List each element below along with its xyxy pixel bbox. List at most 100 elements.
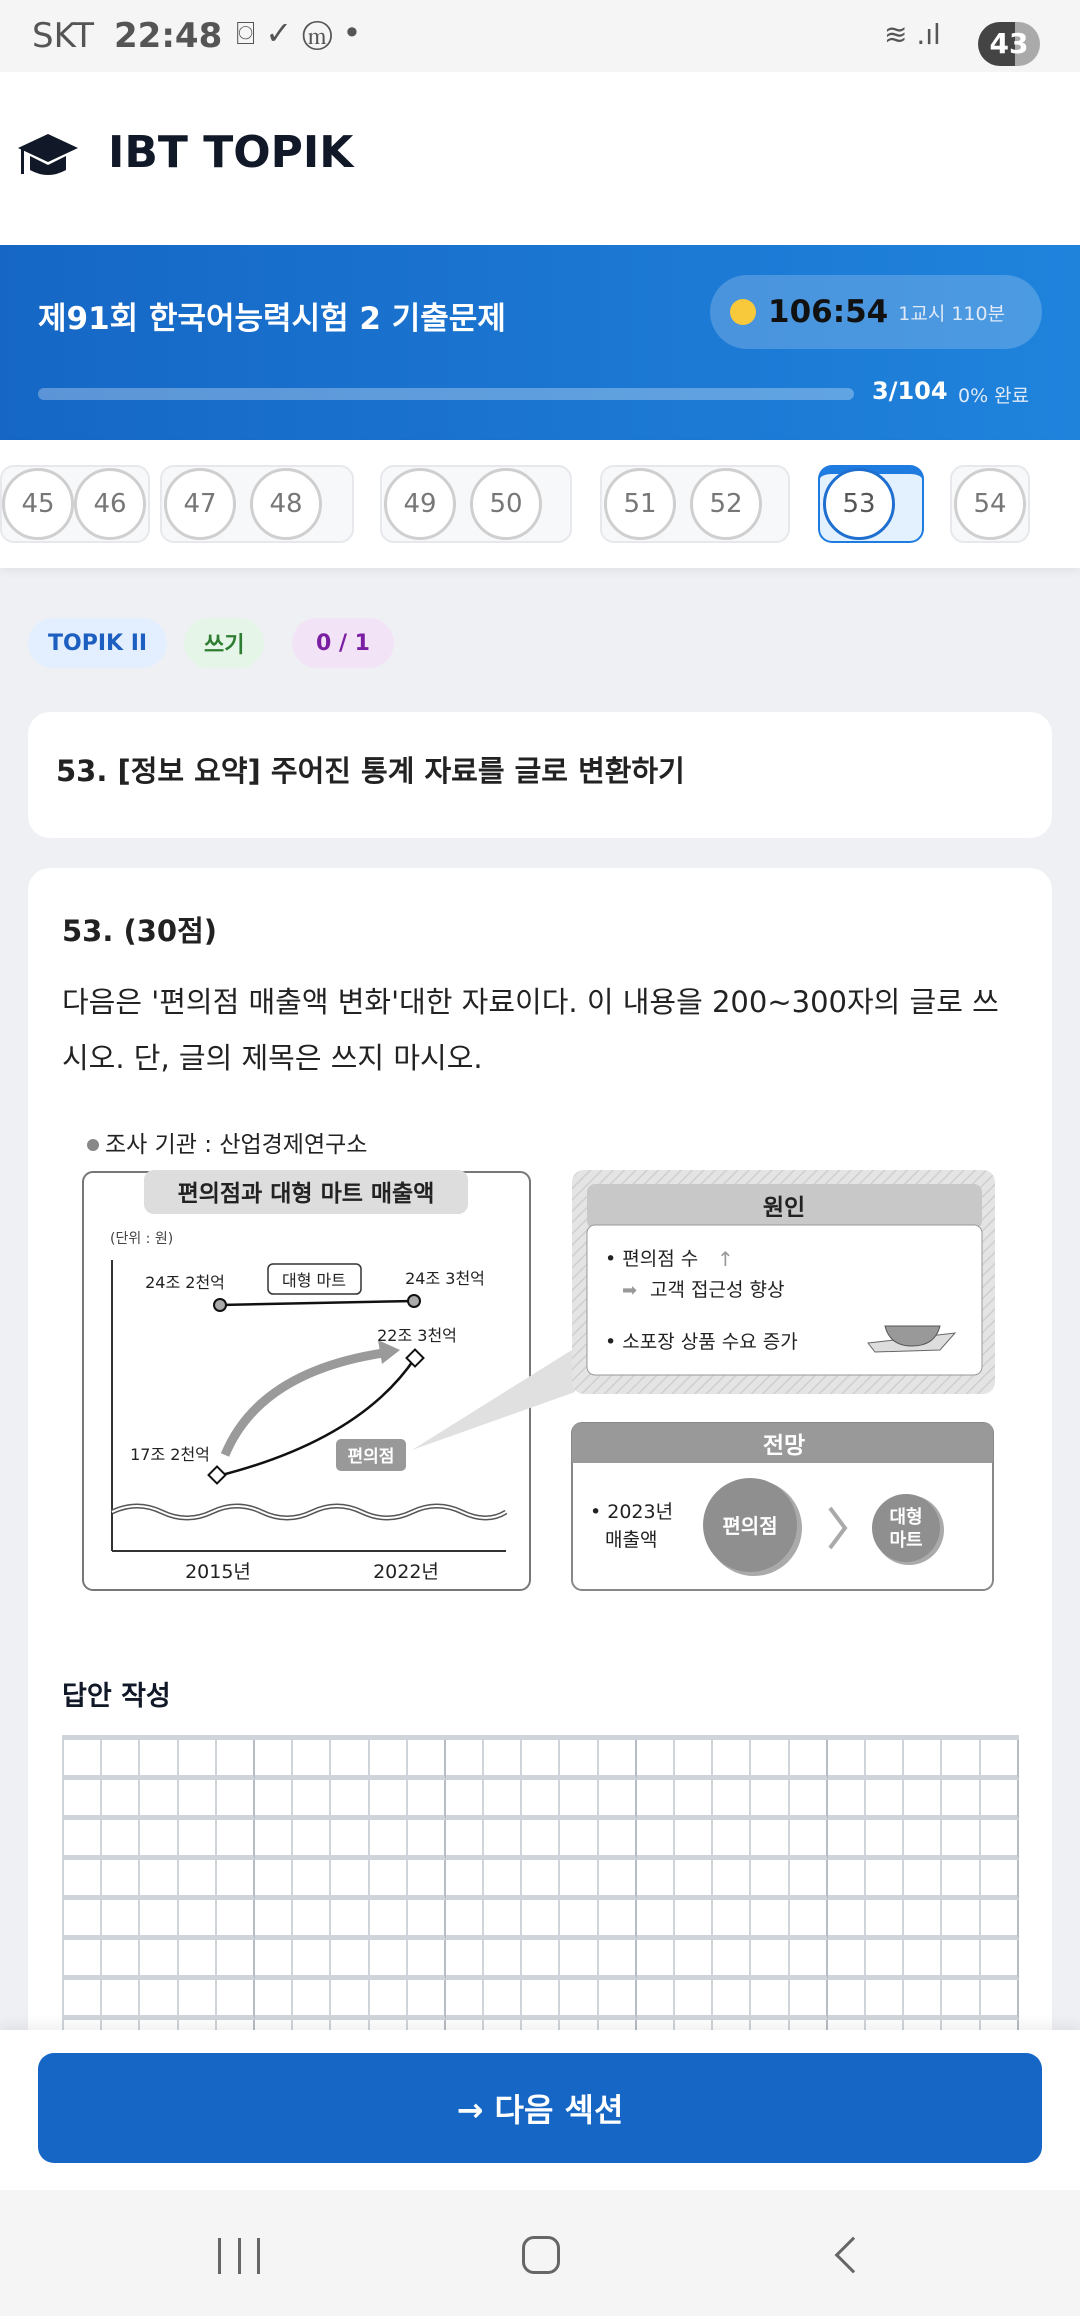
answer-cell[interactable]	[713, 1860, 752, 1900]
answer-cell[interactable]	[751, 1740, 790, 1780]
answer-cell[interactable]	[293, 1780, 332, 1820]
answer-cell[interactable]	[445, 1740, 485, 1780]
answer-cell[interactable]	[560, 1900, 599, 1940]
answer-cell[interactable]	[980, 1740, 1019, 1780]
answer-cell[interactable]	[675, 1940, 714, 1980]
answer-cell[interactable]	[675, 1860, 714, 1900]
answer-cell[interactable]	[598, 1820, 637, 1860]
question-50[interactable]: 50	[470, 468, 542, 540]
answer-cell[interactable]	[789, 1820, 828, 1860]
answer-cell[interactable]	[369, 1900, 408, 1940]
answer-cell[interactable]	[713, 1780, 752, 1820]
home-icon[interactable]	[522, 2236, 560, 2274]
answer-cell[interactable]	[445, 1820, 485, 1860]
answer-cell[interactable]	[178, 1900, 217, 1940]
answer-cell[interactable]	[484, 1780, 523, 1820]
answer-cell[interactable]	[216, 1780, 255, 1820]
answer-cell[interactable]	[140, 1900, 179, 1940]
answer-cell[interactable]	[598, 1860, 637, 1900]
answer-cell[interactable]	[64, 1740, 103, 1780]
answer-cell[interactable]	[331, 1980, 370, 2020]
answer-cell[interactable]	[140, 1820, 179, 1860]
answer-cell[interactable]	[254, 1940, 294, 1980]
answer-cell[interactable]	[445, 1980, 485, 2020]
answer-cell[interactable]	[751, 1820, 790, 1860]
answer-cell[interactable]	[865, 1860, 905, 1900]
answer-cell[interactable]	[713, 1820, 752, 1860]
answer-cell[interactable]	[789, 1860, 828, 1900]
answer-cell[interactable]	[789, 1980, 828, 2020]
answer-cell[interactable]	[598, 1980, 637, 2020]
answer-cell[interactable]	[178, 1980, 217, 2020]
answer-cell[interactable]	[980, 1980, 1019, 2020]
answer-cell[interactable]	[942, 1740, 981, 1780]
question-51[interactable]: 51	[604, 468, 676, 540]
answer-cell[interactable]	[293, 1820, 332, 1860]
answer-cell[interactable]	[675, 1740, 714, 1780]
answer-cell[interactable]	[331, 1820, 370, 1860]
answer-cell[interactable]	[522, 1740, 561, 1780]
answer-cell[interactable]	[636, 1820, 675, 1860]
answer-cell[interactable]	[484, 1860, 523, 1900]
answer-cell[interactable]	[865, 1820, 905, 1860]
answer-cell[interactable]	[407, 1820, 446, 1860]
answer-cell[interactable]	[140, 1940, 179, 1980]
answer-cell[interactable]	[751, 1860, 790, 1900]
answer-cell[interactable]	[407, 1980, 446, 2020]
answer-cell[interactable]	[331, 1900, 370, 1940]
answer-cell[interactable]	[713, 1740, 752, 1780]
answer-cell[interactable]	[407, 1900, 446, 1940]
answer-cell[interactable]	[445, 1940, 485, 1980]
answer-cell[interactable]	[369, 1740, 408, 1780]
answer-cell[interactable]	[598, 1940, 637, 1980]
answer-cell[interactable]	[216, 1980, 255, 2020]
answer-cell[interactable]	[636, 1780, 675, 1820]
answer-cell[interactable]	[369, 1940, 408, 1980]
answer-cell[interactable]	[598, 1900, 637, 1940]
answer-cell[interactable]	[827, 1740, 866, 1780]
answer-cell[interactable]	[827, 1900, 866, 1940]
answer-cell[interactable]	[369, 1980, 408, 2020]
answer-cell[interactable]	[522, 1820, 561, 1860]
answer-cell[interactable]	[980, 1860, 1019, 1900]
answer-cell[interactable]	[904, 1780, 943, 1820]
answer-cell[interactable]	[484, 1980, 523, 2020]
question-53[interactable]: 53	[823, 468, 895, 540]
answer-cell[interactable]	[713, 1900, 752, 1940]
answer-cell[interactable]	[904, 1860, 943, 1900]
question-45[interactable]: 45	[2, 468, 74, 540]
answer-cell[interactable]	[484, 1820, 523, 1860]
answer-cell[interactable]	[178, 1740, 217, 1780]
answer-cell[interactable]	[484, 1900, 523, 1940]
answer-cell[interactable]	[293, 1980, 332, 2020]
answer-cell[interactable]	[102, 1900, 141, 1940]
answer-cell[interactable]	[522, 1900, 561, 1940]
answer-cell[interactable]	[636, 1740, 675, 1780]
answer-cell[interactable]	[904, 1740, 943, 1780]
answer-cell[interactable]	[445, 1780, 485, 1820]
question-48[interactable]: 48	[250, 468, 322, 540]
answer-cell[interactable]	[942, 1780, 981, 1820]
answer-cell[interactable]	[64, 1980, 103, 2020]
answer-cell[interactable]	[102, 1860, 141, 1900]
answer-cell[interactable]	[865, 1940, 905, 1980]
answer-cell[interactable]	[178, 1780, 217, 1820]
answer-cell[interactable]	[140, 1860, 179, 1900]
answer-cell[interactable]	[942, 1900, 981, 1940]
answer-cell[interactable]	[560, 1940, 599, 1980]
question-46[interactable]: 46	[74, 468, 146, 540]
answer-cell[interactable]	[522, 1940, 561, 1980]
next-section-button[interactable]: → 다음 섹션	[38, 2053, 1042, 2163]
answer-cell[interactable]	[980, 1820, 1019, 1860]
answer-cell[interactable]	[64, 1900, 103, 1940]
answer-cell[interactable]	[484, 1740, 523, 1780]
answer-cell[interactable]	[904, 1940, 943, 1980]
answer-cell[interactable]	[484, 1940, 523, 1980]
answer-cell[interactable]	[598, 1740, 637, 1780]
answer-cell[interactable]	[942, 1820, 981, 1860]
answer-cell[interactable]	[102, 1740, 141, 1780]
answer-cell[interactable]	[904, 1900, 943, 1940]
answer-cell[interactable]	[369, 1780, 408, 1820]
answer-cell[interactable]	[789, 1940, 828, 1980]
answer-cell[interactable]	[942, 1860, 981, 1900]
